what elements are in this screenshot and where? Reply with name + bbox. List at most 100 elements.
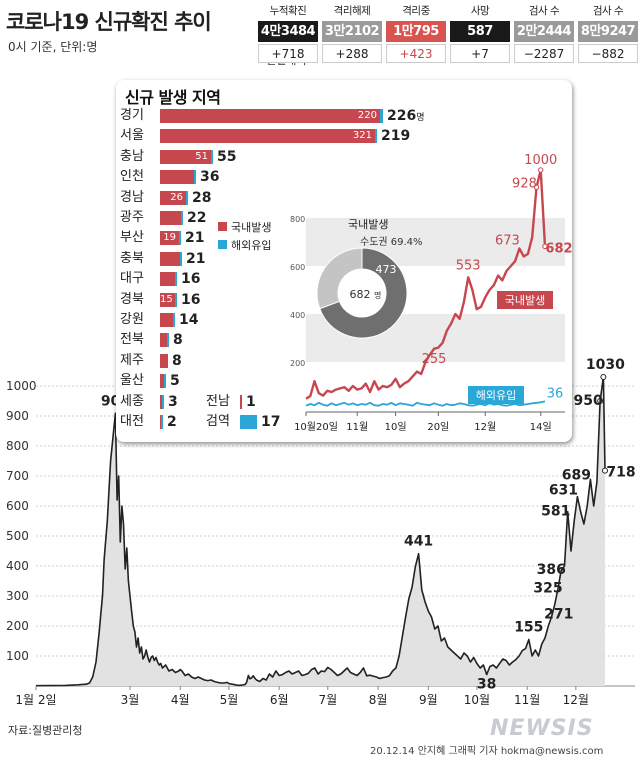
domestic-bar [160,353,168,368]
domestic-bar [240,394,242,409]
region-row: 세종 3 [120,394,420,410]
domestic-bar [160,394,162,409]
donut-center-label: 682 [350,288,371,301]
region-row: 대전 2 [120,414,420,430]
y-tick-label: 1000 [6,379,37,393]
annotation-label: 38 [477,677,496,693]
region-row: 서울 321 219 [120,128,420,144]
annotation-label: 271 [544,607,573,623]
domestic-bar [160,374,164,389]
inset-x-tick-label: 10일 [385,421,407,433]
bar-inner-label: 220 [357,110,377,121]
overseas-bar [175,292,177,307]
legend-label-overseas: 해외유입 [231,238,271,252]
byline: 20.12.14 안지혜 그래픽 기자 hokma@newsis.com [370,746,604,757]
region-row: 부산 19 21 [120,230,420,246]
inset-y-tick-label: 800 [290,215,305,224]
region-total-label: 55 [217,148,237,165]
overseas-series-tag-label: 해외유입 [476,388,516,402]
inset-x-tick-label: 11월 [346,421,368,433]
stat-isolated: 격리중 1만795 +423 [386,4,446,63]
annotation-label: 325 [533,581,562,597]
region-total-label: 226명 [387,108,425,124]
region-name: 경북 [120,291,144,307]
legend-swatch-overseas [218,240,227,249]
y-tick-label: 900 [6,409,29,423]
y-tick-label: 800 [6,439,29,453]
stat-tests: 검사 수 2만2444 −2287 [514,4,574,63]
region-total-label: 28 [192,189,212,206]
donut-title: 국내발생 [348,218,388,231]
region-name: 경기 [120,108,144,123]
annotation-label: 386 [537,562,566,578]
domestic-bar [160,211,181,225]
annotation-label: 155 [514,620,543,636]
region-total-label: 16 [181,271,201,288]
region-row: 충북 21 [120,251,420,267]
annotation-label: 718 [606,465,635,481]
domestic-bar [160,231,179,246]
overseas-bar [180,251,182,266]
inset-x-tick-label: 20일 [427,421,449,433]
region-name: 충북 [120,250,144,266]
region-name: 경남 [120,189,144,205]
inset-x-tick-label: 14일 [530,421,552,433]
annotation-label: 441 [404,534,433,550]
unit-subtitle: 0시 기준, 단위:명 [8,40,98,54]
domestic-bar [160,333,167,348]
donut-subtitle: 수도권 69.4% [360,236,423,248]
overseas-bar [161,415,163,429]
inset-annotation-label: 553 [456,258,481,273]
inset-y-tick-label: 600 [290,263,305,272]
x-tick-label: 8월 [369,693,388,707]
stat-change: +7 [450,44,510,63]
y-tick-label: 300 [6,589,29,603]
bar-inner-label: 51 [195,150,208,162]
region-name: 인천 [120,169,144,185]
annotation-dot [597,398,604,404]
legend-label-domestic: 국내발생 [231,221,271,234]
inset-x-tick-label: 10월20일 [294,421,338,433]
region-total-label: 1 [246,393,256,410]
x-tick-label: 6월 [270,693,289,707]
donut-slice-label: 473 [376,263,397,276]
inset-annotation-label: 928 [512,176,537,191]
stat-value: 1만795 [386,21,446,42]
overseas-bar [179,231,181,246]
extra-region-row: 전남 1 [206,394,326,410]
overseas-bar [181,211,183,225]
overseas-bar [175,272,177,287]
stat-change: +288 [322,44,382,63]
region-row: 충남 51 55 [120,149,420,165]
region-name: 서울 [120,128,144,144]
region-total-label: 8 [172,352,182,369]
domestic-bar [160,415,161,429]
overseas-line [305,400,546,407]
region-row: 전북 8 [120,332,420,348]
domestic-bar [160,109,380,123]
domestic-bar [160,190,186,205]
bar-inner-label: 26 [170,191,183,203]
region-total-label: 21 [185,230,205,247]
region-row: 경기 220 226명 [120,108,425,124]
overseas-bar [186,190,188,205]
region-name: 제주 [120,352,144,368]
domestic-bar [160,170,194,185]
region-name: 전북 [120,332,144,348]
y-tick-label: 200 [6,619,29,633]
stat-released: 격리해제 3만2102 +288 [322,4,382,63]
bar-inner-label: 19 [163,232,176,244]
stat-label: 검사 수 [592,5,624,17]
inset-annotation-label: 36 [547,386,564,401]
stat-value: 587 [450,21,510,42]
y-tick-label: 100 [6,649,29,663]
y-tick-label: 400 [6,559,29,573]
region-row: 경남 26 28 [120,190,420,206]
region-total-label: 17 [261,414,281,430]
donut-hole [338,269,386,317]
region-row: 경북 15 16 [120,292,420,308]
bar-inner-label: 321 [352,130,372,142]
region-total-label: 22 [187,210,207,226]
stat-label: 검사 수 [528,5,560,17]
